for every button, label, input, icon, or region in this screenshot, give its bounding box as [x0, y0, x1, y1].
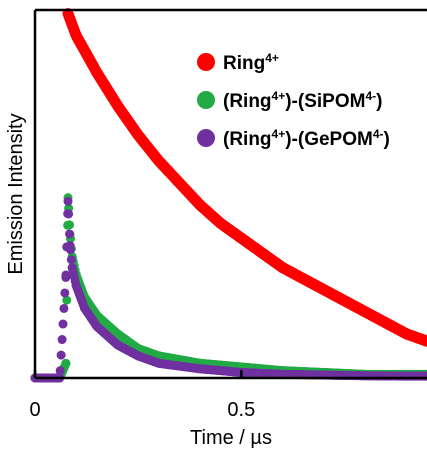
data-point: [113, 101, 123, 111]
data-point: [401, 329, 411, 339]
legend-label: (Ring4+)-(SiPOM4-): [223, 89, 382, 112]
data-trace-dot: [64, 209, 74, 219]
legend-label: Ring4+: [223, 51, 279, 74]
data-point: [174, 178, 184, 188]
data-point: [71, 31, 81, 41]
data-point: [422, 336, 427, 346]
data-point: [195, 200, 205, 210]
data-point: [61, 270, 71, 280]
data-point: [154, 156, 164, 166]
data-point: [133, 130, 143, 140]
legend-marker: [197, 53, 215, 71]
data-point: [92, 68, 102, 78]
data-point: [133, 351, 143, 361]
data-point: [298, 274, 308, 284]
x-tick-label: 0: [29, 399, 40, 421]
data-point: [360, 307, 370, 317]
axes: [33, 8, 427, 380]
data-point: [92, 321, 102, 331]
data-point: [67, 263, 77, 273]
legend: Ring4+ (Ring4+)-(SiPOM4-) (Ring4+)-(GePOM4…: [197, 51, 390, 150]
data-point: [257, 248, 267, 258]
data-point: [278, 369, 288, 379]
data-point: [63, 196, 73, 206]
series-1: [62, 8, 427, 347]
data-trace-dot: [56, 350, 66, 360]
data-point: [195, 364, 205, 374]
data-point: [113, 340, 123, 350]
data-trace-dot: [65, 220, 75, 230]
data-point: [401, 371, 411, 381]
data-point: [216, 218, 226, 228]
data-trace-dot: [66, 255, 76, 265]
data-point: [154, 358, 164, 368]
legend-label: (Ring4+)-(GePOM4-): [223, 127, 390, 150]
data-trace-dot: [65, 229, 75, 239]
data-trace-dot: [59, 303, 69, 313]
data-point: [65, 241, 75, 251]
data-trace-dot: [58, 319, 68, 329]
data-point: [61, 358, 71, 368]
data-point: [339, 296, 349, 306]
data-point: [71, 281, 81, 291]
data-trace-dot: [62, 295, 72, 305]
legend-marker: [197, 129, 215, 147]
data-trace-dot: [60, 288, 70, 298]
data-point: [381, 318, 391, 328]
y-axis-label: Emission Intensity: [5, 113, 27, 274]
legend-marker: [197, 91, 215, 109]
data-point: [278, 263, 288, 273]
data-point: [319, 285, 329, 295]
series-2: [30, 193, 427, 383]
data-point: [236, 233, 246, 243]
data-point: [63, 9, 73, 19]
x-tick-label: 0.5: [227, 399, 255, 421]
data-trace-dot: [57, 335, 67, 345]
x-ticks: 0 0.5: [29, 370, 255, 421]
x-axis-label: Time / µs: [190, 427, 272, 449]
data-point: [80, 303, 90, 313]
data-point: [113, 329, 123, 339]
data-trace-dot: [55, 366, 65, 376]
